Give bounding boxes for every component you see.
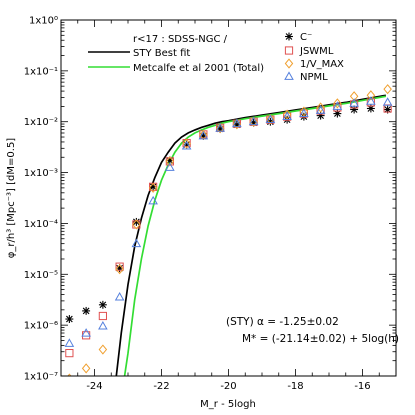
triangle-point <box>248 116 259 126</box>
asterisk-point-stroke <box>384 106 391 113</box>
triangle-point <box>265 114 276 124</box>
triangle-point <box>165 162 175 171</box>
diamond-point <box>333 98 342 109</box>
asterisk-point-stroke <box>149 183 157 191</box>
triangle-point <box>332 101 343 110</box>
asterisk-point <box>65 315 74 323</box>
diamond-point <box>249 116 258 127</box>
diamond-point <box>349 91 359 102</box>
square-point <box>115 262 124 271</box>
annotation-alpha: (STY) α = -1.25±0.02 <box>226 316 339 328</box>
asterisk-point-stroke <box>133 218 140 226</box>
asterisk-point-stroke <box>166 157 174 164</box>
annotation-mstar: M* = (-21.14±0.02) + 5log(h) <box>242 333 399 345</box>
diamond-point <box>299 106 309 117</box>
asterisk-point <box>333 109 342 118</box>
x-axis-label: M_r - 5logh <box>200 399 256 410</box>
legend-swatch-diamond <box>284 58 294 69</box>
diamond-point <box>282 109 292 120</box>
square-point <box>366 98 375 107</box>
diamond-point <box>232 119 242 130</box>
y-axis-label: φ_r/h³ [Mpc⁻³] [dM=0.5] <box>6 138 17 259</box>
diamond-point <box>383 84 392 95</box>
triangle-point <box>198 130 209 140</box>
diamond-point <box>366 90 376 101</box>
asterisk-point-stroke <box>66 315 73 323</box>
diamond-point <box>165 156 175 167</box>
square-point <box>65 349 74 358</box>
triangle-point <box>349 98 359 107</box>
legend-swatch-triangle <box>284 71 294 80</box>
asterisk-point-stroke <box>99 301 107 309</box>
square-point <box>333 103 342 112</box>
asterisk-point <box>132 217 141 226</box>
diamond-point <box>316 102 325 113</box>
asterisk-point <box>316 111 325 120</box>
diamond-point <box>215 123 225 134</box>
sample-label: r<17 : SDSS-NGC / <box>133 34 228 45</box>
y-tick-label: 1x10⁻³ <box>24 168 58 179</box>
y-tick-label: 1x10⁻⁶ <box>24 321 58 332</box>
legend-swatch-asterisk <box>285 32 293 41</box>
legend-markers: C⁻ JSWML 1/V_MAX NPML <box>284 32 344 83</box>
x-tick-label: -22 <box>153 381 169 392</box>
diamond-point <box>182 138 191 149</box>
asterisk-point-stroke <box>82 307 90 315</box>
y-tick-label: 1x10⁻⁷ <box>24 372 58 383</box>
y-tick-label: 1x10⁻⁴ <box>24 219 58 230</box>
y-tick-label: 1x10⁻⁵ <box>24 270 58 281</box>
triangle-point <box>64 338 75 347</box>
diamond-point <box>81 363 91 374</box>
triangle-point <box>299 108 309 117</box>
y-tick-label: 1x10⁻¹ <box>24 66 58 77</box>
diamond-point <box>115 264 124 275</box>
triangle-point <box>215 123 225 132</box>
legend-lines: STY Best fit Metcalfe et al 2001 (Total) <box>88 48 264 74</box>
legend-label-metcalfe: Metcalfe et al 2001 (Total) <box>133 63 264 74</box>
diamond-point <box>266 114 275 125</box>
x-tick-label: -18 <box>287 381 303 392</box>
diamond-point <box>148 182 158 193</box>
triangle-point <box>98 321 108 330</box>
asterisk-point <box>98 300 107 309</box>
asterisk-point-stroke <box>367 105 375 112</box>
diamond-point <box>98 344 108 355</box>
legend-label-asterisk: C⁻ <box>300 32 312 43</box>
triangle-point <box>382 97 393 106</box>
x-tick-label: -16 <box>354 381 370 392</box>
triangle-point <box>282 111 292 121</box>
square-point <box>98 311 107 321</box>
triangle-point <box>148 195 158 205</box>
diamond-point <box>132 219 141 230</box>
asterisk-point-stroke <box>334 110 341 117</box>
x-tick-label: -24 <box>86 381 102 392</box>
y-tick-label: 1x10⁰ <box>29 16 58 27</box>
sty-fit-line <box>115 94 387 376</box>
triangle-point <box>81 328 91 337</box>
metcalfe-line <box>123 95 387 376</box>
x-tick-label: -20 <box>220 381 236 392</box>
asterisk-point <box>82 306 91 315</box>
legend-label-diamond: 1/V_MAX <box>300 59 344 70</box>
triangle-point <box>114 292 125 301</box>
legend-label-sty: STY Best fit <box>133 48 190 59</box>
legend-label-square: JSWML <box>299 46 334 57</box>
triangle-point <box>181 140 192 150</box>
triangle-point <box>232 118 242 128</box>
legend-label-triangle: NPML <box>300 72 328 83</box>
legend-swatch-square <box>284 46 294 55</box>
legend-swatch-asterisk-stroke <box>285 33 293 40</box>
triangle-point <box>366 96 376 105</box>
triangle-point <box>315 105 326 114</box>
y-tick-label: 1x10⁻² <box>24 117 58 128</box>
triangle-point <box>131 238 142 248</box>
